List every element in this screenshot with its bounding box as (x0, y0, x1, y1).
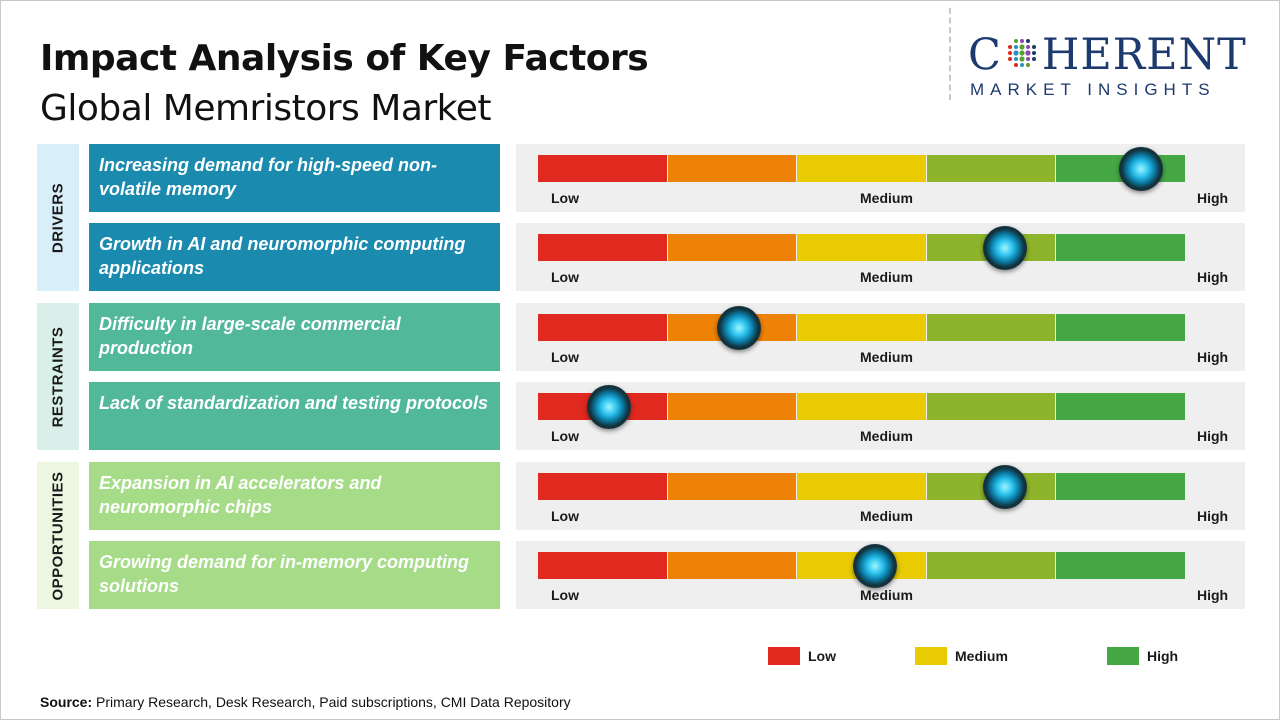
impact-marker (982, 225, 1027, 270)
scale-label-high: High (1197, 508, 1229, 524)
factor-label: Lack of standardization and testing prot… (89, 381, 500, 450)
impact-marker (852, 543, 897, 588)
header-divider (949, 8, 951, 100)
impact-gauge: Low Medium High (516, 303, 1245, 371)
gauge-segment (926, 314, 1056, 341)
gauge-segment (538, 314, 667, 341)
scale-label-low: Low (551, 190, 579, 206)
gauge-segment (1056, 551, 1185, 579)
impact-marker (982, 465, 1027, 509)
gauge-segment (926, 551, 1056, 579)
company-logo: C HERENT MARKET INSIGHTS (968, 30, 1263, 100)
gauge-segment (667, 233, 797, 261)
gauge-segment (926, 155, 1056, 182)
legend-swatch (768, 647, 800, 665)
factor-label: Expansion in AI accelerators and neuromo… (89, 462, 500, 530)
scale-label-medium: Medium (860, 427, 913, 444)
source-note: Source: Primary Research, Desk Research,… (40, 694, 571, 710)
gauge-segment (926, 392, 1056, 420)
gauge-segment (797, 233, 926, 261)
legend-label: High (1147, 648, 1179, 664)
scale-label-low: Low (551, 508, 579, 524)
factor-label: Growth in AI and neuromorphic computing … (89, 222, 500, 291)
gauge-segment (797, 155, 926, 182)
scale-label-low: Low (551, 349, 579, 365)
gauge-segment (797, 314, 926, 341)
legend-swatch (915, 647, 947, 665)
scale-label-low: Low (551, 268, 579, 285)
gauge-segment (667, 155, 797, 182)
gauge-segment (797, 473, 926, 500)
page-title: Impact Analysis of Key Factors (40, 38, 649, 79)
scale-label-medium: Medium (860, 586, 913, 603)
legend-label: Low (808, 648, 836, 664)
gauge-segment (1056, 233, 1185, 261)
factor-label: Difficulty in large-scale commercial pro… (89, 303, 500, 371)
logo-tagline: MARKET INSIGHTS (970, 80, 1216, 99)
scale-label-medium: Medium (860, 268, 913, 285)
gauge-segment (667, 473, 797, 500)
scale-label-high: High (1197, 349, 1229, 365)
logo-wordmark: C HERENT (968, 30, 1247, 80)
impact-marker (716, 306, 761, 350)
scale-label-high: High (1197, 190, 1229, 206)
impact-gauge: Low Medium High (516, 144, 1245, 212)
gauge-segment (1056, 392, 1185, 420)
category-label-drivers: DRIVERS (37, 144, 79, 291)
scale-label-medium: Medium (860, 349, 913, 365)
gauge-segment (538, 551, 667, 579)
scale-label-high: High (1197, 427, 1229, 444)
gauge-segment (667, 392, 797, 420)
factor-label: Increasing demand for high-speed non-vol… (89, 144, 500, 212)
gauge-segment (667, 551, 797, 579)
gauge-segment (538, 473, 667, 500)
factor-label: Growing demand for in-memory computing s… (89, 540, 500, 609)
legend-label: Medium (955, 648, 1008, 664)
impact-marker (587, 384, 632, 429)
impact-gauge: Low Medium High (516, 222, 1245, 291)
category-label-opportunities: OPPORTUNITIES (37, 462, 79, 609)
gauge-segment (538, 233, 667, 261)
impact-gauge: Low Medium High (516, 462, 1245, 530)
gauge-segment (797, 392, 926, 420)
category-label-restraints: RESTRAINTS (37, 303, 79, 450)
impact-gauge: Low Medium High (516, 540, 1245, 609)
logo-dots-icon (1007, 39, 1036, 67)
scale-label-low: Low (551, 427, 579, 444)
legend-swatch (1107, 647, 1139, 665)
impact-gauge: Low Medium High (516, 381, 1245, 450)
scale-label-low: Low (551, 586, 579, 603)
scale-label-medium: Medium (860, 508, 913, 524)
gauge-segment (1056, 314, 1185, 341)
scale-label-high: High (1197, 586, 1229, 603)
page-subtitle: Global Memristors Market (40, 88, 492, 129)
gauge-segment (1056, 473, 1185, 500)
scale-label-medium: Medium (860, 190, 913, 206)
scale-label-high: High (1197, 268, 1229, 285)
gauge-segment (538, 155, 667, 182)
impact-marker (1118, 147, 1163, 191)
